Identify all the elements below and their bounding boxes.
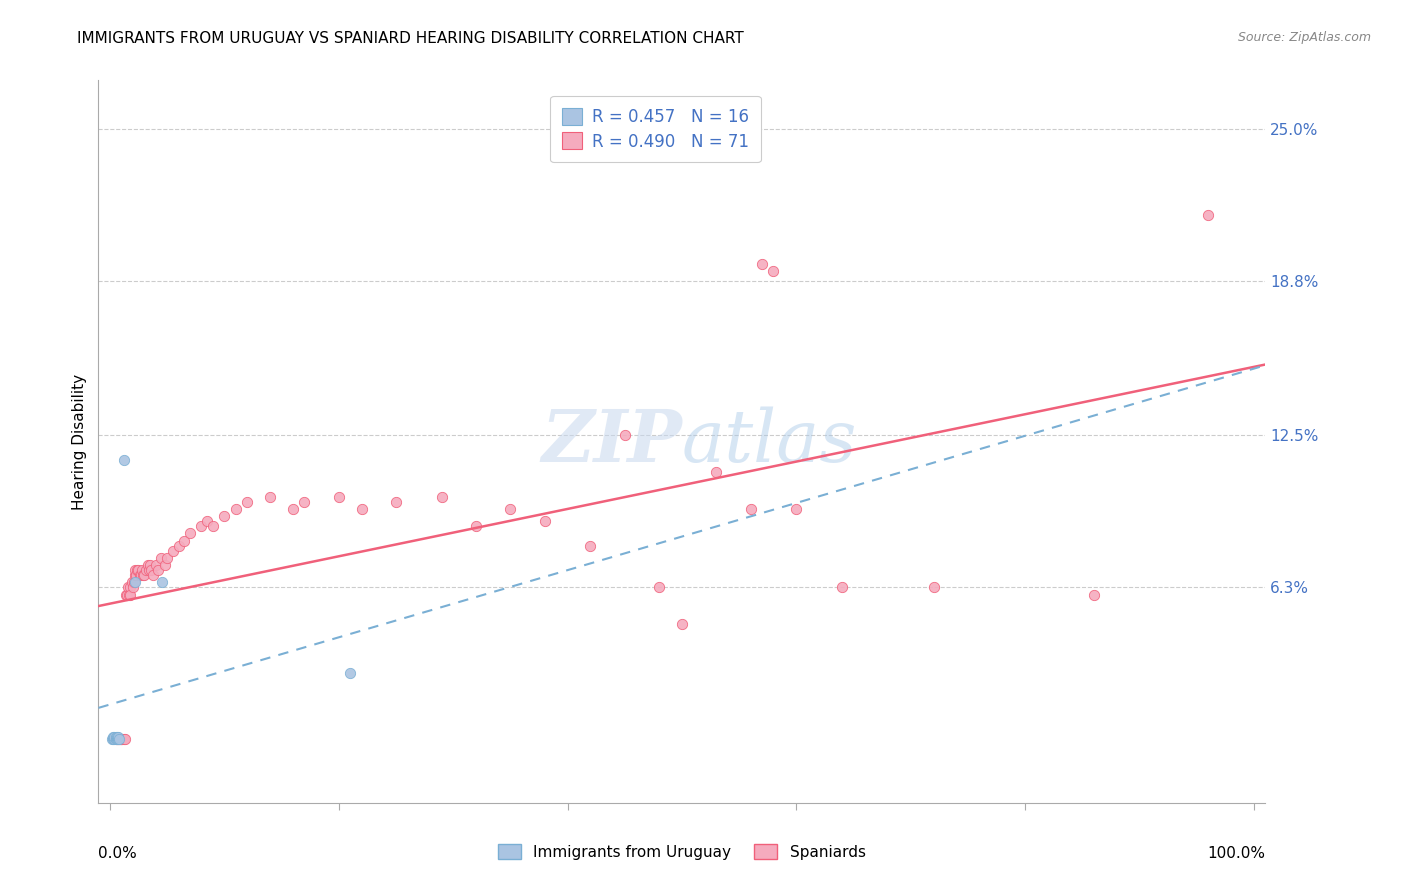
Point [115, 588, 138, 602]
Point [103, 732, 125, 747]
Point [124, 563, 146, 577]
Point [762, 264, 785, 278]
Point [292, 494, 315, 508]
Point [195, 514, 218, 528]
Point [135, 563, 157, 577]
Point [465, 519, 488, 533]
Point [350, 502, 373, 516]
Point [108, 732, 131, 747]
Point [201, 519, 224, 533]
Point [118, 588, 141, 602]
Point [146, 563, 169, 577]
Point [139, 563, 162, 577]
Point [127, 563, 149, 577]
Point [105, 732, 128, 747]
Point [101, 732, 124, 747]
Point [236, 494, 259, 508]
Text: 100.0%: 100.0% [1208, 847, 1265, 861]
Point [104, 730, 127, 744]
Point [704, 465, 727, 479]
Point [162, 543, 184, 558]
Point [124, 575, 146, 590]
Point [533, 514, 555, 528]
Point [740, 502, 762, 516]
Point [145, 558, 167, 573]
Y-axis label: Hearing Disability: Hearing Disability [72, 374, 87, 509]
Point [751, 257, 773, 271]
Point [153, 558, 176, 573]
Point [281, 502, 304, 516]
Point [579, 539, 602, 553]
Point [385, 494, 408, 508]
Text: 0.0%: 0.0% [98, 847, 138, 861]
Text: Source: ZipAtlas.com: Source: ZipAtlas.com [1237, 31, 1371, 45]
Point [129, 568, 152, 582]
Point [120, 588, 142, 602]
Point [167, 539, 190, 553]
Point [110, 732, 132, 747]
Point [328, 490, 350, 504]
Point [112, 453, 135, 467]
Point [117, 580, 139, 594]
Legend: Immigrants from Uruguay, Spaniards: Immigrants from Uruguay, Spaniards [491, 836, 873, 867]
Text: atlas: atlas [682, 406, 858, 477]
Point [499, 502, 522, 516]
Point [150, 550, 173, 565]
Point [103, 730, 125, 744]
Point [671, 617, 693, 632]
Point [108, 732, 131, 747]
Point [259, 490, 281, 504]
Point [121, 580, 143, 594]
Point [114, 732, 136, 747]
Point [110, 732, 132, 747]
Point [107, 732, 129, 747]
Point [132, 568, 155, 582]
Point [190, 519, 212, 533]
Point [127, 563, 149, 577]
Point [104, 732, 127, 747]
Point [128, 568, 150, 582]
Point [134, 568, 156, 582]
Point [648, 580, 671, 594]
Point [156, 550, 179, 565]
Point [613, 428, 636, 442]
Point [111, 732, 134, 747]
Point [214, 509, 236, 524]
Point [152, 575, 174, 590]
Point [105, 732, 128, 747]
Point [103, 732, 125, 747]
Point [173, 533, 195, 548]
Point [138, 563, 160, 577]
Point [120, 580, 142, 594]
Point [225, 502, 247, 516]
Point [121, 575, 143, 590]
Point [339, 665, 361, 680]
Point [108, 732, 131, 747]
Point [1083, 588, 1105, 602]
Point [922, 580, 945, 594]
Point [122, 575, 145, 590]
Point [107, 730, 129, 744]
Point [115, 588, 138, 602]
Point [430, 490, 453, 504]
Text: ZIP: ZIP [541, 406, 682, 477]
Point [107, 732, 129, 747]
Point [125, 568, 148, 582]
Point [131, 563, 153, 577]
Point [112, 732, 135, 747]
Point [105, 730, 128, 744]
Point [104, 732, 127, 747]
Point [179, 526, 201, 541]
Point [103, 730, 125, 744]
Point [142, 568, 165, 582]
Point [136, 558, 159, 573]
Text: IMMIGRANTS FROM URUGUAY VS SPANIARD HEARING DISABILITY CORRELATION CHART: IMMIGRANTS FROM URUGUAY VS SPANIARD HEAR… [77, 31, 744, 46]
Point [785, 502, 807, 516]
Point [139, 558, 162, 573]
Point [1197, 208, 1219, 222]
Point [124, 568, 146, 582]
Point [831, 580, 853, 594]
